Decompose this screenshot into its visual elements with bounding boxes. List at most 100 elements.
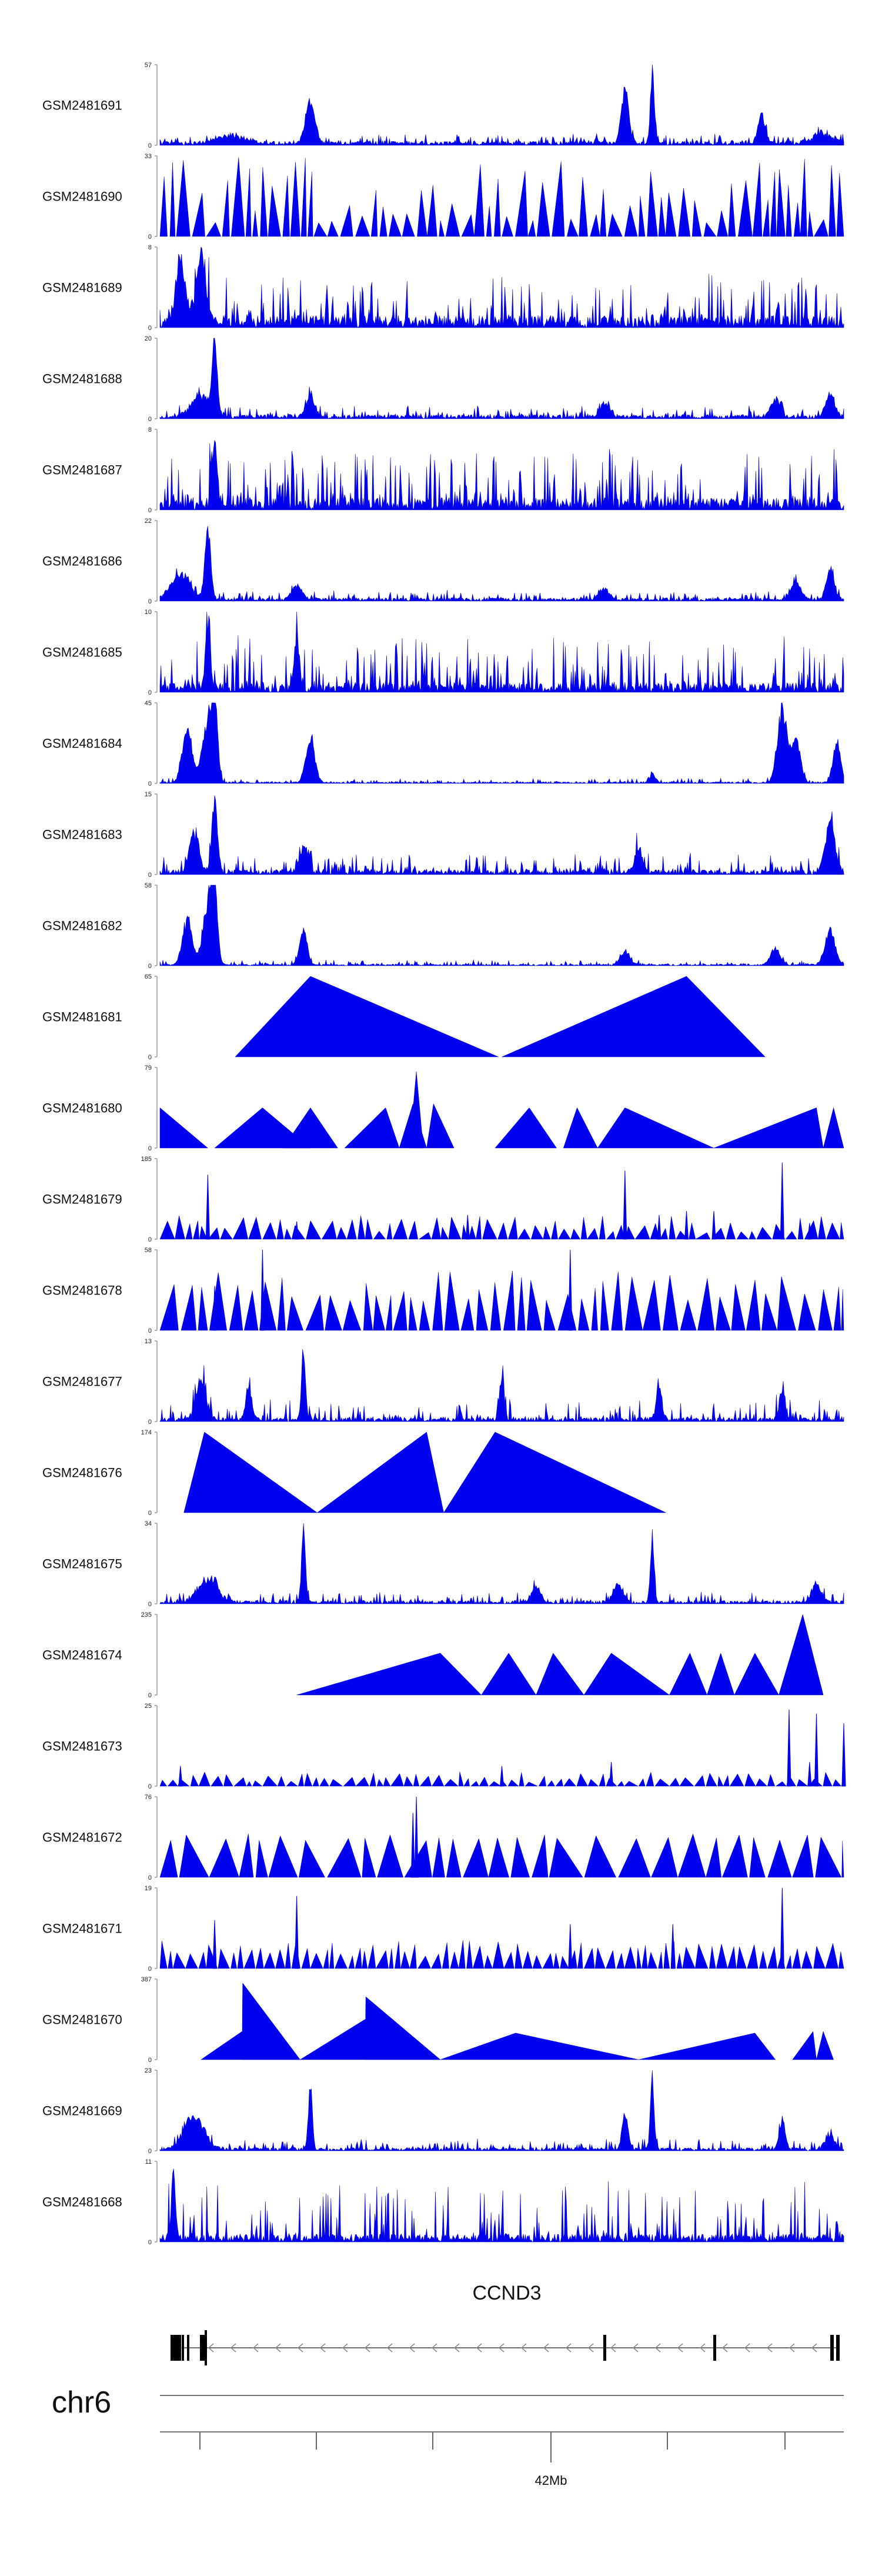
- strand-arrow-icon: [476, 2343, 482, 2353]
- signal-triangle: [175, 1216, 185, 1240]
- y-tick-label-min: 0: [148, 1236, 152, 1243]
- signal-spike: [807, 1223, 812, 1240]
- signal-triangle: [373, 1295, 386, 1331]
- signal-triangle: [277, 1776, 286, 1787]
- signal-spike: [780, 1162, 784, 1240]
- signal-triangle: [650, 1223, 660, 1240]
- signal-triangle: [775, 1781, 787, 1787]
- strand-arrow-icon: [811, 2343, 817, 2353]
- signal-triangle: [450, 1951, 459, 1969]
- signal-triangle: [310, 1953, 323, 1969]
- signal-triangle: [503, 1270, 516, 1331]
- signal-triangle: [703, 222, 717, 237]
- signal-triangle: [262, 1776, 278, 1787]
- signal-triangle: [507, 1217, 518, 1240]
- track-GSM2481675: GSM2481675 34 0: [42, 1520, 844, 1608]
- gene-exon: [182, 2335, 184, 2361]
- signal-triangle: [442, 1942, 449, 1969]
- signal-triangle: [578, 1299, 590, 1331]
- signal-spike: [465, 1214, 470, 1240]
- y-tick-label-min: 0: [148, 1510, 152, 1517]
- signal-triangle: [836, 173, 844, 237]
- signal-spike: [205, 1174, 210, 1240]
- signal-triangle: [419, 1300, 430, 1331]
- signal-triangle: [296, 1653, 482, 1696]
- signal-triangle: [646, 1771, 654, 1787]
- signal-triangle: [591, 1287, 598, 1331]
- signal-triangle: [484, 1954, 493, 1969]
- signal-spike: [814, 1713, 818, 1787]
- signal-triangle: [476, 1216, 482, 1240]
- y-tick-label-min: 0: [148, 2148, 152, 2155]
- signal-triangle: [801, 1950, 813, 1969]
- signal-triangle: [474, 164, 485, 237]
- signal-triangle: [840, 1222, 844, 1240]
- signal-triangle: [522, 1950, 533, 1969]
- signal-triangle: [340, 205, 353, 237]
- y-tick-label-min: 0: [148, 416, 152, 423]
- strand-arrow-icon: [230, 2343, 236, 2353]
- signal-triangle: [492, 1941, 505, 1969]
- signal-triangle: [654, 1778, 670, 1787]
- strand-arrow-icon: [654, 2343, 661, 2353]
- signal-triangle: [489, 1781, 502, 1787]
- signal-triangle: [832, 1779, 842, 1787]
- signal-triangle: [713, 1107, 824, 1149]
- signal-triangle: [689, 1223, 696, 1240]
- strand-arrow-icon: [587, 2343, 594, 2353]
- signal-triangle: [393, 1291, 407, 1331]
- signal-triangle: [255, 1947, 264, 1969]
- signal-triangle: [479, 1777, 489, 1787]
- y-tick-label-max: 8: [148, 426, 152, 433]
- y-tick-label-min: 0: [148, 1966, 152, 1973]
- signal-triangle: [426, 1103, 455, 1149]
- signal-triangle: [370, 190, 378, 237]
- track-label: GSM2481685: [42, 645, 122, 660]
- signal-triangle: [524, 1781, 538, 1787]
- track-label: GSM2481686: [42, 554, 122, 569]
- y-tick-label-max: 33: [145, 153, 152, 160]
- signal-triangle: [208, 1227, 220, 1240]
- signal-triangle: [159, 1220, 175, 1240]
- signal-triangle: [507, 1779, 519, 1787]
- signal-area: [159, 795, 844, 875]
- y-tick-label-max: 19: [145, 1885, 152, 1892]
- signal-triangle: [823, 1771, 833, 1787]
- gene-exon: [603, 2335, 606, 2361]
- signal-triangle: [481, 1653, 537, 1696]
- signal-triangle: [618, 1838, 651, 1878]
- signal-triangle: [532, 1834, 549, 1878]
- signal-triangle: [362, 1838, 376, 1878]
- signal-triangle: [676, 1953, 683, 1969]
- signal-triangle: [355, 1777, 369, 1787]
- signal-triangle: [403, 1776, 413, 1787]
- y-tick-label-min: 0: [148, 507, 152, 514]
- signal-triangle: [312, 1777, 319, 1787]
- signal-triangle: [463, 1838, 489, 1878]
- signal-triangle: [767, 1946, 777, 1969]
- signal-triangle: [510, 1837, 530, 1878]
- signal-triangle: [268, 185, 281, 237]
- signal-triangle: [159, 1840, 178, 1878]
- strand-arrow-icon: [342, 2343, 348, 2353]
- signal-triangle: [413, 1774, 420, 1787]
- track-label: GSM2481679: [42, 1192, 122, 1207]
- signal-triangle: [440, 1226, 449, 1240]
- track-label: GSM2481691: [42, 98, 122, 113]
- signal-triangle: [365, 1219, 373, 1240]
- signal-triangle: [607, 213, 623, 237]
- signal-triangle: [282, 1107, 338, 1149]
- signal-triangle: [389, 213, 402, 237]
- signal-triangle: [255, 1840, 268, 1878]
- track-GSM2481673: GSM2481673 25 0: [42, 1703, 846, 1790]
- signal-triangle: [536, 1653, 584, 1696]
- signal-spike: [212, 1920, 217, 1969]
- signal-triangle: [826, 1222, 840, 1240]
- signal-triangle: [348, 1956, 355, 1969]
- signal-triangle: [597, 1107, 714, 1149]
- signal-spike: [670, 1924, 675, 1969]
- signal-triangle: [726, 1222, 736, 1240]
- signal-triangle: [284, 1228, 292, 1240]
- signal-triangle: [763, 199, 770, 237]
